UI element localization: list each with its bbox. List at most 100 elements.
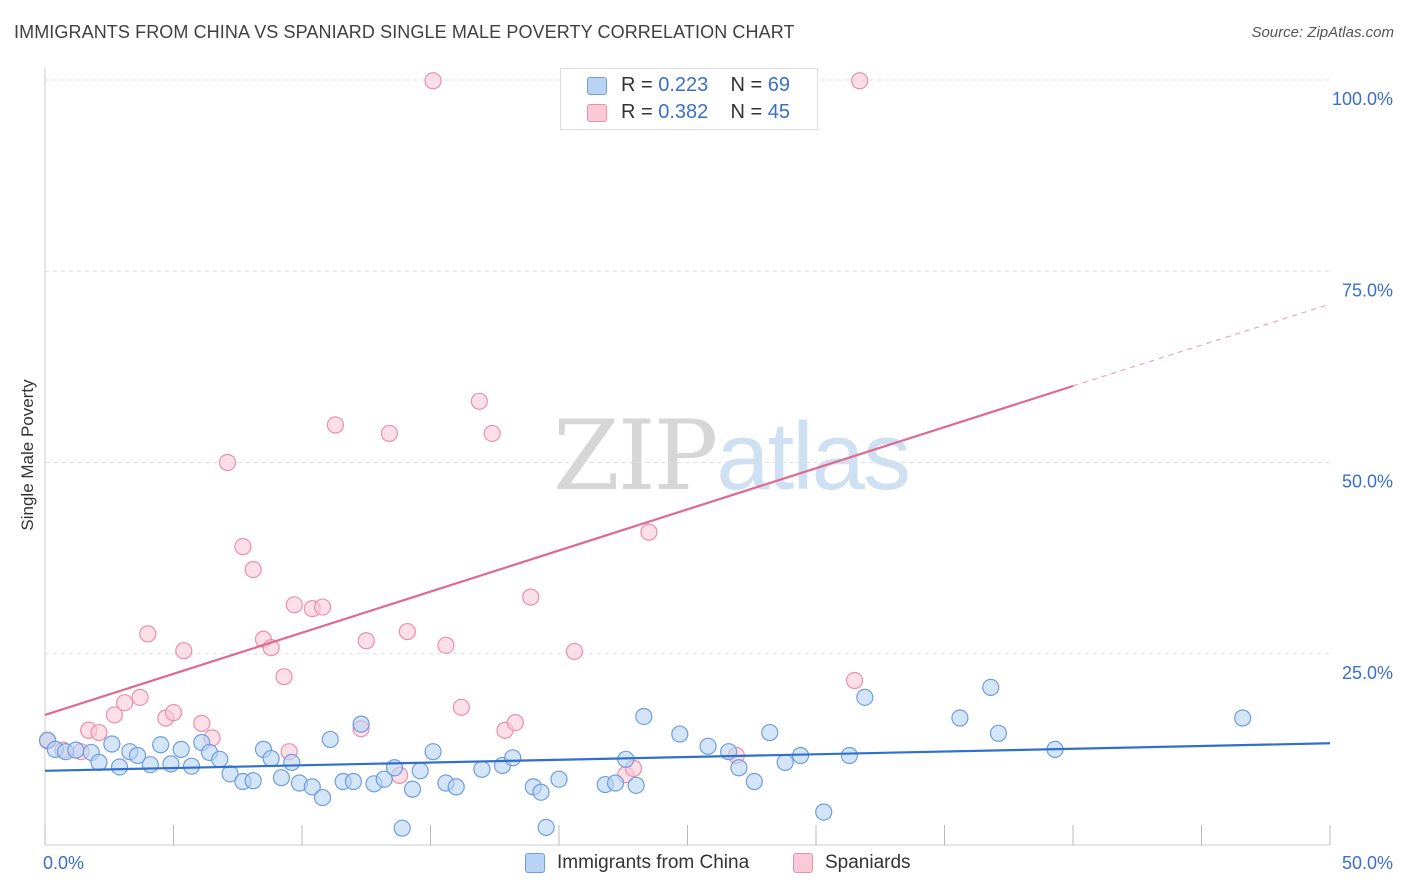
spaniards-point [380, 424, 398, 443]
spaniards-point [522, 588, 540, 606]
china-point [162, 755, 180, 773]
spaniards-point [116, 694, 134, 712]
spaniards-point [234, 538, 252, 556]
spaniards-point [506, 713, 524, 732]
china-point [745, 772, 763, 791]
china-point [375, 770, 393, 788]
china-point [635, 707, 653, 726]
spaniards-point [105, 706, 123, 724]
china-point [103, 735, 121, 753]
china-point [504, 749, 522, 767]
china-point [730, 759, 748, 777]
legend-r-label: R = [621, 101, 659, 123]
china-point [699, 737, 717, 755]
china-point [606, 774, 625, 792]
china-point [172, 740, 190, 758]
bottom-legend-swatch-spaniards [793, 853, 813, 873]
y-tick-label: 25.0% [1342, 663, 1393, 683]
spaniards-point [131, 688, 149, 706]
china-point [128, 746, 147, 765]
legend-n-label: N = [730, 101, 768, 123]
spaniards-point [483, 424, 501, 443]
spaniards-point [437, 636, 455, 654]
y-tick-label: 50.0% [1342, 472, 1393, 492]
correlation-legend: R = 0.223 N = 69 R = 0.382 N = 45 [560, 68, 818, 130]
source-label: Source: ZipAtlas.com [1251, 24, 1394, 41]
china-point [761, 723, 779, 742]
legend-r-value: 0.223 [658, 74, 709, 96]
china-point [473, 760, 491, 778]
spaniards-point [139, 625, 157, 643]
china-point [627, 776, 645, 794]
china-point [951, 709, 969, 727]
legend-n-value: 69 [767, 74, 791, 96]
china-point [352, 715, 370, 733]
spaniards-point [470, 392, 488, 410]
watermark: ZIPatlas [553, 400, 911, 512]
china-point [272, 769, 291, 787]
china-point [982, 678, 1000, 697]
spaniards-point [175, 642, 193, 660]
legend-swatch-spaniards [587, 104, 607, 122]
legend-n-label: N = [730, 74, 768, 96]
chart-title: IMMIGRANTS FROM CHINA VS SPANIARD SINGLE… [14, 22, 795, 42]
spaniards-point [164, 704, 183, 722]
china-point [182, 757, 201, 775]
x-tick-label-min: 0.0% [43, 853, 84, 873]
spaniards-point [452, 698, 470, 716]
china-trend-line [44, 742, 1331, 772]
watermark-atlas: atlas [716, 403, 911, 510]
china-point [840, 746, 859, 765]
spaniards-point [845, 671, 864, 690]
legend-text-china: R = 0.223 N = 69 [621, 74, 790, 97]
legend-r-label: R = [621, 74, 659, 96]
china-point [262, 749, 280, 768]
spaniards-point [424, 72, 442, 90]
china-point [550, 770, 568, 788]
china-point [141, 756, 159, 774]
china-point [321, 730, 339, 749]
spaniards-trend-extension [1072, 303, 1331, 387]
china-point [776, 753, 794, 771]
legend-swatch-china [587, 77, 607, 95]
china-point [815, 803, 833, 821]
spaniards-point [326, 416, 345, 434]
legend-r-value: 0.382 [658, 101, 709, 123]
spaniards-point [193, 714, 211, 732]
y-tick-label: 100.0% [1332, 89, 1393, 109]
x-tick-label-max: 50.0% [1342, 853, 1393, 873]
china-point [303, 778, 321, 796]
china-point [671, 725, 689, 743]
china-point [67, 741, 85, 759]
spaniards-point [90, 723, 108, 742]
bottom-legend-label-china: Immigrants from China [557, 852, 750, 873]
china-point [110, 758, 129, 776]
china-point [447, 778, 465, 796]
watermark-zip: ZIP [553, 400, 718, 512]
spaniards-point [398, 622, 416, 641]
legend-text-spaniards: R = 0.382 N = 45 [621, 101, 790, 124]
china-point [1234, 709, 1252, 727]
spaniards-point [275, 668, 293, 686]
china-point [424, 743, 442, 761]
spaniards-point [218, 453, 237, 472]
y-tick-label: 75.0% [1342, 280, 1393, 300]
china-point [283, 753, 301, 771]
spaniards-point [640, 523, 658, 541]
legend-n-value: 45 [767, 101, 791, 123]
china-point [344, 772, 362, 791]
china-point [313, 788, 332, 807]
china-point [211, 750, 229, 768]
bottom-legend-label-spaniards: Spaniards [825, 852, 911, 873]
spaniards-point [851, 72, 869, 90]
spaniards-trend-line [44, 384, 1074, 716]
china-point [856, 688, 874, 706]
china-point [90, 753, 108, 771]
china-point [152, 736, 170, 754]
china-point [411, 762, 429, 780]
china-point [537, 818, 555, 837]
spaniards-point [565, 642, 584, 661]
spaniards-point [244, 560, 262, 579]
spaniards-point [285, 596, 303, 614]
